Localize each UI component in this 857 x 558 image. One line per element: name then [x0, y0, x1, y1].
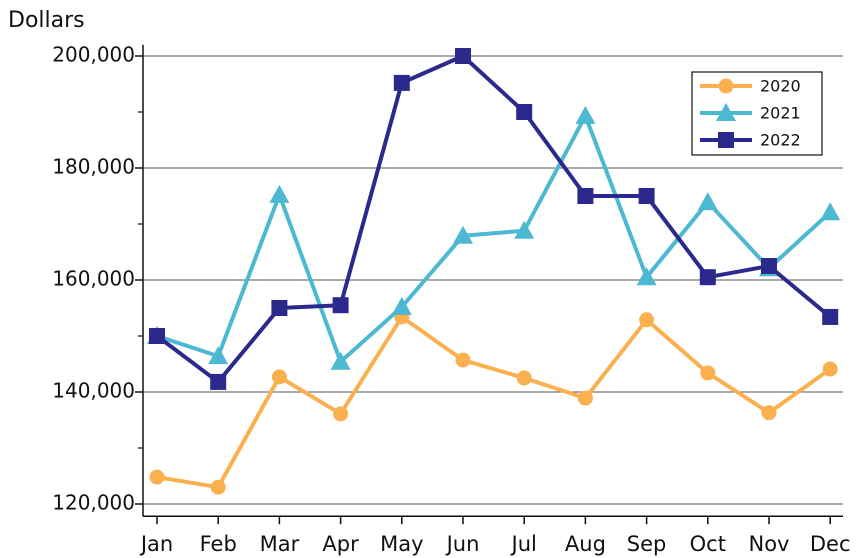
- legend-label: 2021: [760, 104, 801, 123]
- x-tick-label: Oct: [690, 532, 726, 556]
- data-point: [455, 48, 471, 64]
- y-axis-label: Dollars: [8, 8, 85, 33]
- data-point: [271, 300, 288, 316]
- data-point: [697, 192, 718, 211]
- data-point: [271, 369, 287, 385]
- data-point: [700, 365, 716, 381]
- x-tick-label: Jan: [139, 532, 173, 556]
- data-point: [699, 269, 716, 286]
- data-point: [761, 258, 777, 274]
- data-point: [638, 188, 655, 204]
- y-tick-label: 160,000: [52, 267, 135, 291]
- x-tick-label: Aug: [565, 532, 606, 556]
- data-point: [208, 346, 229, 365]
- y-tick-label: 120,000: [52, 491, 135, 515]
- x-tick-label: Jul: [510, 532, 537, 556]
- data-point: [269, 184, 290, 203]
- data-point: [332, 297, 349, 314]
- x-tick-label: Sep: [627, 532, 667, 556]
- data-point: [333, 406, 349, 422]
- data-point: [575, 105, 596, 124]
- data-point: [516, 370, 532, 386]
- data-point: [639, 312, 655, 328]
- data-point: [820, 202, 841, 221]
- legend-label: 2022: [760, 131, 801, 150]
- data-point: [761, 405, 777, 421]
- x-tick-label: May: [380, 532, 423, 556]
- legend: 2020 2021 2022: [691, 71, 823, 156]
- data-point: [210, 479, 226, 495]
- data-point: [577, 390, 593, 406]
- series-line: [155, 54, 832, 384]
- legend-marker: [716, 103, 736, 121]
- data-point: [393, 74, 410, 91]
- x-tick-label: Apr: [322, 532, 359, 556]
- x-tick-label: Nov: [749, 532, 790, 556]
- y-tick-label: 200,000: [52, 43, 135, 67]
- data-point: [455, 352, 471, 368]
- data-point: [149, 469, 165, 485]
- y-tick-label: 140,000: [52, 379, 135, 403]
- x-tick-label: Dec: [810, 532, 851, 556]
- data-point: [330, 351, 351, 370]
- data-point: [822, 308, 839, 325]
- data-point: [636, 267, 657, 286]
- x-tick-label: Mar: [260, 532, 300, 556]
- x-tick-label: Feb: [200, 532, 237, 556]
- legend-label: 2020: [760, 77, 801, 96]
- series-line: [156, 314, 832, 490]
- data-point: [453, 225, 473, 244]
- data-point: [514, 220, 535, 239]
- data-point: [149, 328, 165, 344]
- legend-marker: [718, 78, 734, 94]
- data-point: [577, 188, 594, 204]
- x-tick-label: Jun: [445, 532, 480, 556]
- data-point: [822, 361, 838, 377]
- legend-marker: [718, 132, 734, 148]
- data-point: [210, 373, 227, 390]
- y-tick-label: 180,000: [52, 155, 135, 179]
- data-point: [391, 296, 412, 315]
- series-line: [156, 113, 832, 364]
- data-point: [516, 104, 533, 120]
